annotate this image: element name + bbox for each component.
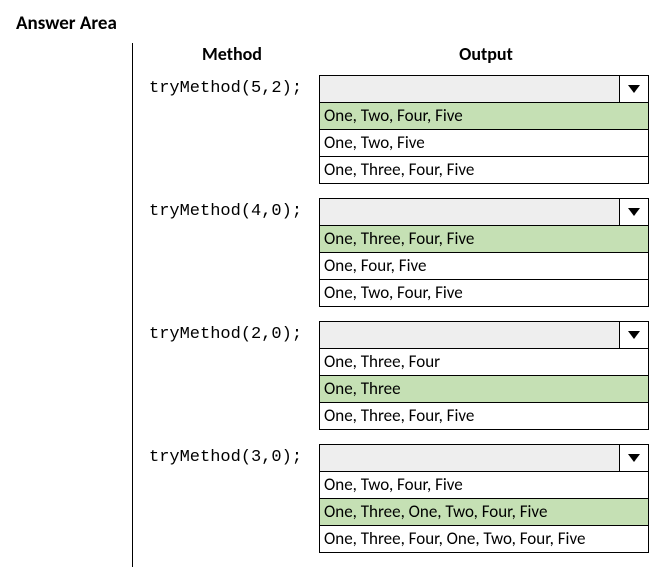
vertical-rule: [132, 43, 133, 567]
dropdown-option[interactable]: One, Two, Four, Five: [320, 103, 648, 129]
dropdown-options: One, Three, FourOne, ThreeOne, Three, Fo…: [319, 349, 649, 430]
dropdown-toggle[interactable]: [619, 199, 648, 225]
output-dropdown[interactable]: [319, 75, 649, 103]
dropdown-option[interactable]: One, Three, Four, Five: [320, 156, 648, 183]
page-title: Answer Area: [16, 12, 655, 35]
answer-table: Method Output tryMethod(5,2);One, Two, F…: [147, 43, 655, 567]
header-method: Method: [147, 43, 317, 65]
output-cell: One, Three, Four, FiveOne, Four, FiveOne…: [319, 198, 649, 307]
answer-content: Method Output tryMethod(5,2);One, Two, F…: [16, 43, 655, 567]
output-dropdown[interactable]: [319, 198, 649, 226]
method-call: tryMethod(4,0);: [147, 198, 319, 307]
dropdown-option[interactable]: One, Three, Four, One, Two, Four, Five: [320, 525, 648, 552]
method-call: tryMethod(2,0);: [147, 321, 319, 430]
dropdown-options: One, Three, Four, FiveOne, Four, FiveOne…: [319, 226, 649, 307]
dropdown-option[interactable]: One, Three, One, Two, Four, Five: [320, 498, 648, 525]
dropdown-option[interactable]: One, Three, Four, Five: [320, 226, 648, 252]
dropdown-option[interactable]: One, Two, Four, Five: [320, 279, 648, 306]
output-dropdown[interactable]: [319, 444, 649, 472]
output-cell: One, Two, Four, FiveOne, Three, One, Two…: [319, 444, 649, 553]
chevron-down-icon: [627, 84, 641, 94]
dropdown-option[interactable]: One, Three, Four, Five: [320, 402, 648, 429]
chevron-down-icon: [627, 330, 641, 340]
dropdown-display: [320, 199, 619, 225]
dropdown-options: One, Two, Four, FiveOne, Two, FiveOne, T…: [319, 103, 649, 184]
chevron-down-icon: [627, 453, 641, 463]
answer-row: tryMethod(2,0);One, Three, FourOne, Thre…: [147, 321, 655, 430]
dropdown-options: One, Two, Four, FiveOne, Three, One, Two…: [319, 472, 649, 553]
method-call: tryMethod(5,2);: [147, 75, 319, 184]
dropdown-toggle[interactable]: [619, 76, 648, 102]
output-cell: One, Three, FourOne, ThreeOne, Three, Fo…: [319, 321, 649, 430]
dropdown-option[interactable]: One, Two, Four, Five: [320, 472, 648, 498]
dropdown-display: [320, 322, 619, 348]
answer-row: tryMethod(3,0);One, Two, Four, FiveOne, …: [147, 444, 655, 553]
method-call: tryMethod(3,0);: [147, 444, 319, 553]
chevron-down-icon: [627, 207, 641, 217]
header-output: Output: [317, 43, 655, 65]
answer-row: tryMethod(4,0);One, Three, Four, FiveOne…: [147, 198, 655, 307]
dropdown-display: [320, 445, 619, 471]
output-dropdown[interactable]: [319, 321, 649, 349]
dropdown-option[interactable]: One, Three, Four: [320, 349, 648, 375]
dropdown-option[interactable]: One, Four, Five: [320, 252, 648, 279]
dropdown-option[interactable]: One, Three: [320, 375, 648, 402]
dropdown-toggle[interactable]: [619, 322, 648, 348]
answer-row: tryMethod(5,2);One, Two, Four, FiveOne, …: [147, 75, 655, 184]
dropdown-option[interactable]: One, Two, Five: [320, 129, 648, 156]
output-cell: One, Two, Four, FiveOne, Two, FiveOne, T…: [319, 75, 649, 184]
dropdown-display: [320, 76, 619, 102]
dropdown-toggle[interactable]: [619, 445, 648, 471]
header-row: Method Output: [147, 43, 655, 65]
